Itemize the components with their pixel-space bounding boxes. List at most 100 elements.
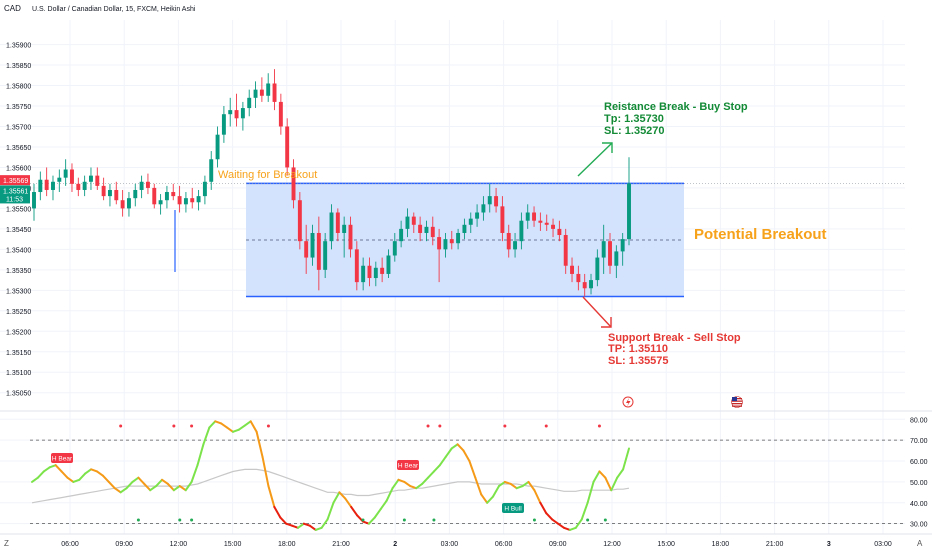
- candle: [411, 212, 416, 233]
- rsi-segment: [161, 478, 169, 485]
- candle-body: [430, 226, 435, 238]
- price-tick-label: 1.35200: [6, 329, 31, 336]
- bull-dot: [136, 518, 140, 522]
- candle-body: [107, 189, 112, 197]
- price-tick-label: 1.35500: [6, 206, 31, 213]
- rsi-segment: [562, 526, 571, 531]
- candle: [228, 97, 233, 127]
- rsi-segment: [184, 480, 193, 492]
- candle-body: [297, 200, 302, 242]
- candle-body: [63, 169, 68, 178]
- candle: [285, 118, 290, 176]
- bear-dot: [503, 424, 507, 428]
- candle: [183, 192, 188, 213]
- candle: [304, 224, 309, 274]
- candle-body: [392, 241, 397, 256]
- rsi-segment: [486, 495, 495, 504]
- candle: [437, 228, 442, 283]
- resistance-annotation: Reistance Break - Buy Stop Tp: 1.35730 S…: [577, 101, 748, 177]
- candle: [272, 69, 277, 111]
- signal-badge-text: H Bear: [398, 463, 419, 470]
- rsi-segment: [438, 455, 447, 467]
- price-tick-label: 1.35150: [6, 350, 31, 357]
- candle-body: [538, 220, 543, 223]
- resistance-arrow: [577, 142, 613, 177]
- candle-body: [443, 239, 448, 250]
- lightning-event-icon[interactable]: [622, 396, 634, 408]
- candle-body: [82, 181, 87, 190]
- rsi-segment: [31, 476, 39, 483]
- candle: [107, 183, 112, 207]
- candle-body: [323, 241, 328, 270]
- rsi-segment: [237, 424, 246, 431]
- candle: [468, 212, 473, 233]
- rsi-segment: [302, 522, 311, 527]
- rsi-segment: [456, 443, 465, 452]
- candle: [614, 245, 619, 279]
- candle: [63, 159, 68, 186]
- candle-body: [532, 212, 537, 221]
- candle-body: [405, 216, 410, 229]
- candle: [51, 175, 55, 201]
- candle-body: [126, 198, 131, 209]
- rsi-segment: [332, 491, 341, 504]
- candle-body: [183, 198, 188, 205]
- bull-dot: [190, 518, 194, 522]
- price-tick-label: 1.35050: [6, 391, 31, 398]
- rsi-segment: [166, 482, 175, 492]
- rsi-segment: [503, 480, 512, 485]
- candle: [82, 175, 87, 197]
- rsi-segment: [149, 485, 158, 492]
- resistance-title: Reistance Break - Buy Stop: [604, 101, 748, 113]
- rsi-segment: [568, 526, 577, 531]
- signal-badge: [51, 453, 73, 463]
- candle-body: [342, 224, 347, 233]
- candle-body: [513, 241, 518, 250]
- candle: [405, 208, 410, 238]
- candle: [532, 206, 537, 227]
- auto-scale-icon[interactable]: A: [917, 539, 923, 548]
- price-axis[interactable]: 1.35050 1.35100 1.35150 1.35200 1.35250 1.353…: [6, 43, 31, 398]
- candle: [620, 232, 625, 266]
- candle-body: [266, 83, 271, 96]
- candle: [475, 204, 480, 227]
- rsi-segment: [255, 430, 264, 458]
- rsi-segment: [367, 516, 376, 525]
- rsi-segment: [131, 476, 140, 483]
- candle: [171, 183, 176, 201]
- rsi-segment: [202, 426, 211, 446]
- candle-body: [437, 237, 442, 250]
- rsi-segment: [291, 524, 299, 529]
- timezone-icon[interactable]: Z: [4, 539, 9, 548]
- candle-body: [291, 167, 296, 201]
- candle-body: [70, 169, 74, 184]
- rsi-segment: [48, 464, 57, 469]
- candle: [589, 273, 593, 295]
- candle: [316, 216, 321, 291]
- rsi-segment: [296, 522, 305, 529]
- candle: [538, 212, 543, 231]
- rsi-segment: [125, 480, 134, 490]
- candle-body: [152, 187, 157, 205]
- time-tick-label: 09:00: [549, 541, 567, 548]
- support-title: Support Break - Sell Stop: [608, 332, 741, 344]
- time-tick-label: 18:00: [712, 541, 730, 548]
- oscillator-axis[interactable]: 30.00 40.00 50.00 60.00 70.00 80.00: [910, 417, 928, 528]
- price-tick-label: 1.35750: [6, 104, 31, 111]
- candle: [424, 220, 429, 242]
- candle-body: [89, 175, 93, 182]
- time-axis[interactable]: 06:00 09:00 12:00 15:00 18:00 21:00 2 03:00 06:0…: [61, 541, 892, 548]
- rsi-segment: [616, 468, 625, 479]
- candle: [608, 232, 612, 274]
- time-tick-label: 18:00: [278, 541, 296, 548]
- candle-body: [494, 196, 499, 207]
- candle-body: [386, 255, 391, 274]
- us-flag-icon[interactable]: [731, 396, 743, 408]
- rsi-segment: [314, 526, 323, 531]
- price-tick-label: 1.35300: [6, 288, 31, 295]
- rsi-segment: [220, 422, 229, 429]
- time-tick-label: 09:00: [115, 541, 133, 548]
- candle: [627, 157, 631, 246]
- candle: [595, 249, 600, 287]
